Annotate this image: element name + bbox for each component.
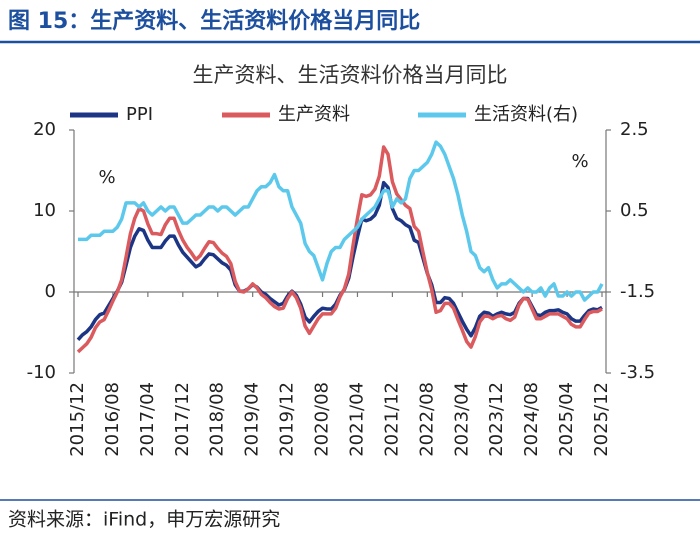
x-tick-label: 2019/04 — [242, 382, 263, 457]
y2-tick-label: 2.5 — [620, 119, 649, 140]
x-tick-label: 2015/12 — [67, 382, 88, 457]
y2-unit: % — [571, 151, 588, 172]
legend-label: 生活资料(右) — [474, 104, 578, 125]
y2-tick-label: -1.5 — [620, 281, 655, 302]
x-tick-label: 2022/08 — [416, 382, 437, 457]
series-line — [76, 180, 603, 341]
chart-title: 生产资料、生活资料价格当月同比 — [193, 63, 508, 87]
y-tick-label: 20 — [33, 119, 56, 140]
x-tick-label: 2018/08 — [207, 382, 228, 457]
y-unit: % — [98, 167, 115, 188]
x-tick-label: 2020/08 — [312, 382, 333, 457]
x-tick-label: 2025/12 — [591, 382, 612, 457]
source: 资料来源：iFind，申万宏源研究 — [8, 509, 280, 531]
x-tick-label: 2017/04 — [137, 382, 158, 457]
legend-label: PPI — [126, 104, 153, 125]
series-line — [78, 140, 604, 302]
y2-tick-label: 0.5 — [620, 200, 649, 221]
x-tick-label: 2019/12 — [277, 382, 298, 457]
x-tick-label: 2023/04 — [451, 382, 472, 457]
x-tick-label: 2023/12 — [486, 382, 507, 457]
x-tick-label: 2016/08 — [102, 382, 123, 457]
legend-label: 生产资料 — [278, 104, 350, 125]
y2-tick-label: -3.5 — [620, 362, 655, 383]
y-tick-label: 10 — [33, 200, 56, 221]
header: 图 15：生产资料、生活资料价格当月同比 — [8, 8, 420, 34]
y-tick-label: 0 — [45, 281, 56, 302]
series-line — [76, 145, 603, 354]
x-tick-label: 2021/04 — [346, 382, 367, 457]
x-tick-label: 2024/08 — [521, 382, 542, 457]
y-tick-label: -10 — [27, 362, 56, 383]
x-tick-label: 2017/12 — [172, 382, 193, 457]
x-tick-label: 2021/12 — [381, 382, 402, 457]
x-tick-label: 2025/04 — [556, 382, 577, 457]
